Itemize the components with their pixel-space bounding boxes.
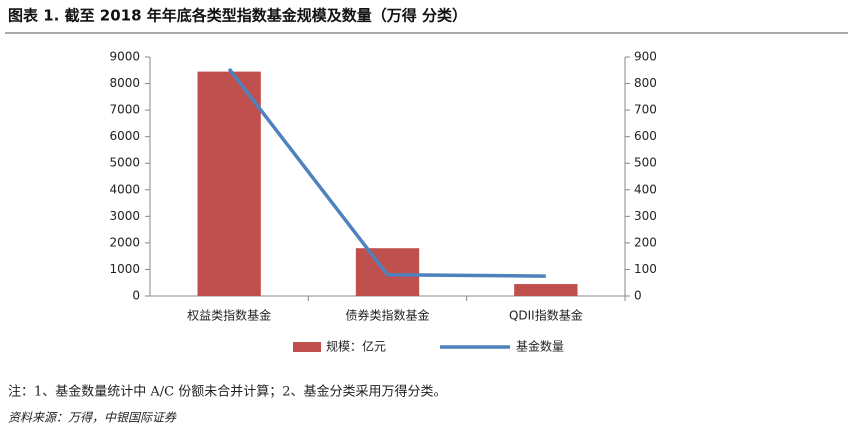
y2-tick-label: 100 xyxy=(634,262,657,276)
legend-swatch xyxy=(293,342,321,352)
line xyxy=(227,67,546,278)
y-tick-label: 2000 xyxy=(109,235,140,249)
y-tick-label: 6000 xyxy=(109,129,140,143)
y2-tick-label: 600 xyxy=(634,129,657,143)
y-tick-label: 9000 xyxy=(109,50,140,64)
y-tick-label: 1000 xyxy=(109,262,140,276)
y-tick-label: 0 xyxy=(132,289,140,303)
y2-tick-label: 800 xyxy=(634,76,657,90)
y2-tick-label: 900 xyxy=(634,50,657,64)
x-tick-label: 权益类指数基金 xyxy=(187,308,271,323)
y-tick-label: 8000 xyxy=(109,76,140,90)
y2-tick-label: 500 xyxy=(634,156,657,170)
legend-label: 基金数量 xyxy=(516,339,564,354)
y-tick-label: 3000 xyxy=(109,209,140,223)
x-tick-label: QDII指数基金 xyxy=(509,308,583,323)
x-tick-label: 债券类指数基金 xyxy=(345,308,429,323)
y2-tick-label: 300 xyxy=(634,209,657,223)
y-tick-label: 7000 xyxy=(109,103,140,117)
y2-tick-label: 400 xyxy=(634,182,657,196)
note: 注：1、基金数量统计中 A/C 份额未合并计算；2、基金分类采用万得分类。 xyxy=(8,384,447,400)
legend-label: 规模：亿元 xyxy=(326,339,386,354)
y-tick-label: 4000 xyxy=(109,182,140,196)
bar xyxy=(197,71,261,296)
chart-title: 图表 1. 截至 2018 年年底各类型指数基金规模及数量（万得 分类） xyxy=(8,7,467,25)
y2-tick-label: 200 xyxy=(634,235,657,249)
y-tick-label: 5000 xyxy=(109,156,140,170)
bar xyxy=(514,284,578,296)
y2-tick-label: 0 xyxy=(634,289,642,303)
y2-tick-label: 700 xyxy=(634,103,657,117)
source: 资料来源：万得，中银国际证券 xyxy=(8,411,177,425)
